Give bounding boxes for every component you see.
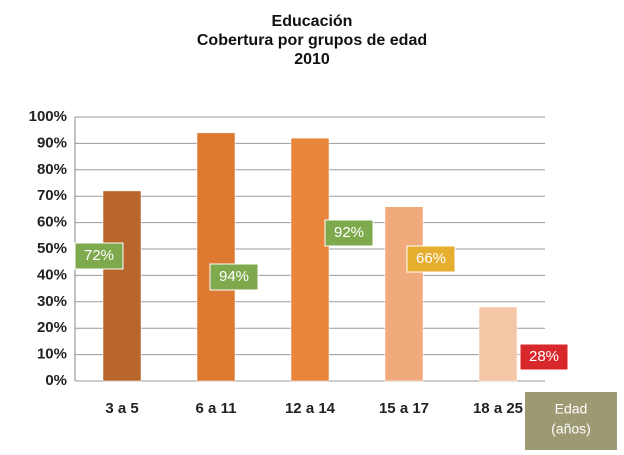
y-tick-label: 60%	[37, 214, 67, 231]
y-tick-label: 30%	[37, 293, 67, 310]
y-tick-label: 20%	[37, 319, 67, 336]
chart-title: Educación	[272, 13, 353, 30]
bar	[384, 206, 424, 382]
value-label: 94%	[219, 268, 249, 285]
y-tick-label: 70%	[37, 187, 67, 204]
value-label: 92%	[334, 224, 364, 241]
value-label-box	[519, 343, 569, 371]
value-label: 72%	[84, 247, 114, 264]
y-tick-label: 90%	[37, 134, 67, 151]
x-tick-label: 3 a 5	[105, 400, 138, 417]
y-tick-label: 50%	[37, 240, 67, 257]
y-tick-label: 80%	[37, 161, 67, 178]
y-tick-label: 40%	[37, 266, 67, 283]
x-axis-label: (años)	[551, 421, 591, 437]
value-label-box	[209, 263, 259, 291]
value-label: 28%	[529, 348, 559, 365]
chart-title: 2010	[294, 51, 330, 68]
value-label: 66%	[416, 250, 446, 267]
x-tick-label: 15 a 17	[379, 400, 429, 417]
bar	[478, 306, 518, 382]
y-tick-label: 0%	[45, 372, 67, 389]
bar	[290, 137, 330, 382]
y-tick-label: 10%	[37, 346, 67, 363]
x-axis-label: Edad	[555, 401, 588, 417]
x-tick-label: 6 a 11	[196, 400, 237, 417]
bar	[196, 132, 236, 382]
x-label-box	[525, 392, 617, 450]
value-label-box	[406, 245, 456, 273]
x-tick-label: 18 a 25	[473, 400, 523, 417]
value-label-box	[324, 219, 374, 247]
bar	[102, 190, 142, 382]
value-label-box	[74, 242, 124, 270]
x-tick-label: 12 a 14	[285, 400, 336, 417]
y-tick-label: 100%	[29, 108, 67, 125]
chart-title: Cobertura por grupos de edad	[197, 32, 427, 49]
